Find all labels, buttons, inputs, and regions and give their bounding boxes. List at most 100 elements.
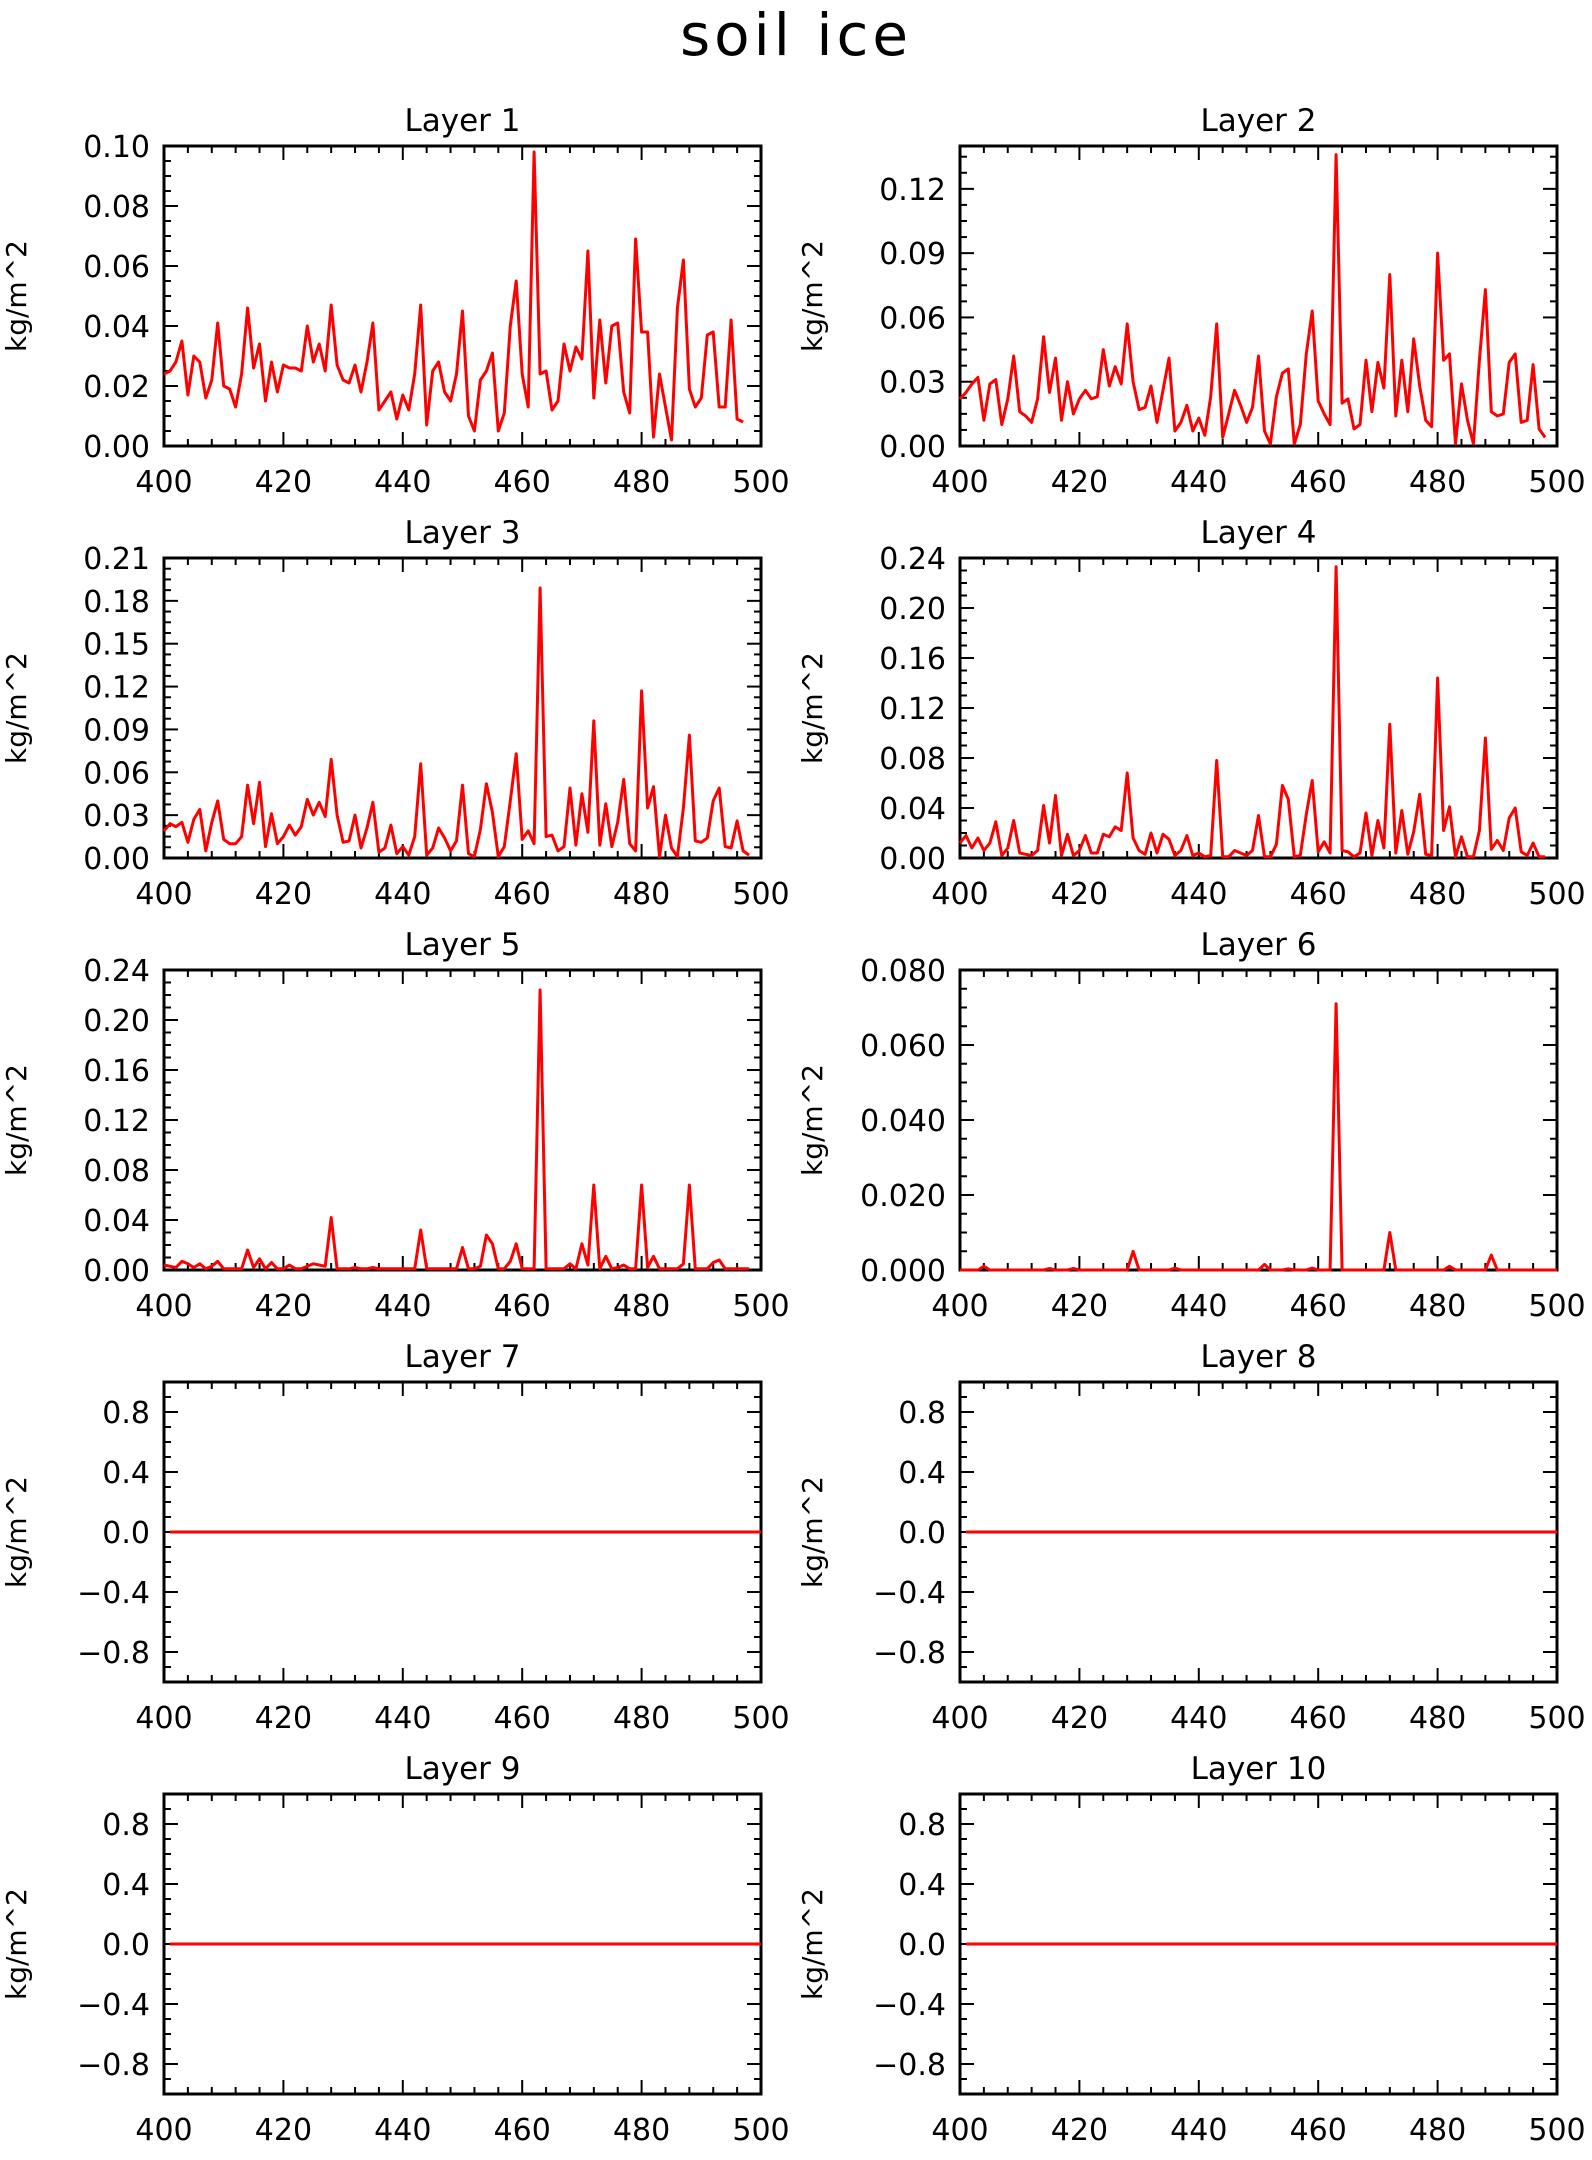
x-tick-label: 400 bbox=[931, 465, 988, 500]
plot-frame bbox=[162, 556, 763, 860]
y-tick-label: 0.08 bbox=[83, 190, 150, 225]
x-tick-label: 460 bbox=[494, 877, 551, 912]
series-line bbox=[958, 565, 1546, 859]
x-tick-label: 420 bbox=[255, 1701, 312, 1736]
y-tick-label: 0.8 bbox=[898, 1396, 946, 1431]
series-line bbox=[958, 153, 1547, 446]
y-tick-label: 0.00 bbox=[879, 842, 946, 877]
x-tick-label: 400 bbox=[135, 465, 192, 500]
y-tick-label: 0.12 bbox=[879, 692, 946, 727]
y-tick-label: −0.4 bbox=[873, 1576, 946, 1611]
panel-title: Layer 9 bbox=[404, 1751, 520, 1787]
y-tick-label: 0.000 bbox=[860, 1254, 946, 1289]
x-tick-label: 480 bbox=[1409, 2113, 1466, 2148]
y-tick-label: 0.04 bbox=[83, 1204, 150, 1239]
x-tick-label: 420 bbox=[1051, 2113, 1108, 2148]
y-tick-label: 0.080 bbox=[860, 954, 946, 989]
y-tick-label: 0.4 bbox=[898, 1456, 946, 1491]
x-tick-label: 500 bbox=[1528, 877, 1585, 912]
y-tick-label: −0.4 bbox=[77, 1988, 150, 2023]
x-tick-label: 460 bbox=[494, 2113, 551, 2148]
y-axis-label: kg/m^2 bbox=[796, 1064, 829, 1176]
x-tick-label: 460 bbox=[1290, 1701, 1347, 1736]
x-tick-label: 440 bbox=[374, 877, 431, 912]
y-tick-label: 0.00 bbox=[83, 842, 150, 877]
y-axis-label: kg/m^2 bbox=[796, 1888, 829, 2000]
x-tick-label: 420 bbox=[1051, 1289, 1108, 1324]
plot-frame bbox=[958, 144, 1559, 448]
x-tick-label: 420 bbox=[1051, 877, 1108, 912]
panel-layer-6: Layer 6 kg/m^2 400 420 440 460 480 500 0.000 0.02… bbox=[796, 927, 1586, 1324]
y-tick-label: 0.06 bbox=[83, 250, 150, 285]
x-tick-label: 480 bbox=[613, 877, 670, 912]
x-tick-label: 460 bbox=[494, 1701, 551, 1736]
x-tick-label: 440 bbox=[1170, 2113, 1227, 2148]
panel-title: Layer 10 bbox=[1191, 1751, 1327, 1787]
y-axis-label: kg/m^2 bbox=[0, 1476, 33, 1588]
series-line bbox=[163, 988, 750, 1271]
x-tick-label: 480 bbox=[1409, 1701, 1466, 1736]
y-tick-label: 0.20 bbox=[879, 592, 946, 627]
y-tick-label: 0.03 bbox=[83, 799, 150, 834]
x-tick-label: 480 bbox=[1409, 1289, 1466, 1324]
y-tick-label: 0.12 bbox=[879, 173, 946, 208]
panel-layer-7: Layer 7 kg/m^2 400 420 440 460 480 500 −0.8 −0.4 0… bbox=[0, 1339, 790, 1736]
y-tick-label: 0.040 bbox=[860, 1104, 946, 1139]
x-tick-label: 500 bbox=[1528, 1701, 1585, 1736]
y-tick-label: 0.24 bbox=[879, 542, 946, 577]
y-axis-label: kg/m^2 bbox=[0, 1888, 33, 2000]
x-tick-label: 440 bbox=[374, 1289, 431, 1324]
x-tick-label: 500 bbox=[1528, 465, 1585, 500]
panel-layer-1: Layer 1 kg/m^2 400 420 440 460 480 500 0.00 0.02 0… bbox=[0, 103, 790, 500]
x-tick-label: 500 bbox=[1528, 1289, 1585, 1324]
y-tick-label: 0.09 bbox=[83, 713, 150, 748]
y-tick-label: 0.21 bbox=[83, 542, 150, 577]
panel-layer-3: Layer 3 kg/m^2 400 420 440 460 480 500 0.00 0.03 0… bbox=[0, 515, 790, 912]
panel-title: Layer 4 bbox=[1200, 515, 1316, 551]
y-tick-label: 0.09 bbox=[879, 237, 946, 272]
panel-layer-10: Layer 10 kg/m^2 400 420 440 460 480 500 −0.8 −0.4… bbox=[796, 1751, 1586, 2148]
y-axis-label: kg/m^2 bbox=[796, 1476, 829, 1588]
y-tick-label: 0.8 bbox=[898, 1808, 946, 1843]
y-tick-label: 0.16 bbox=[879, 642, 946, 677]
y-axis-label: kg/m^2 bbox=[796, 652, 829, 764]
y-tick-label: 0.10 bbox=[83, 130, 150, 165]
y-axis-label: kg/m^2 bbox=[796, 240, 829, 352]
x-tick-label: 420 bbox=[255, 877, 312, 912]
y-tick-label: 0.060 bbox=[860, 1029, 946, 1064]
y-tick-label: 0.15 bbox=[83, 628, 150, 663]
y-tick-label: 0.18 bbox=[83, 585, 150, 620]
y-tick-label: 0.04 bbox=[879, 792, 946, 827]
x-tick-label: 440 bbox=[374, 2113, 431, 2148]
y-tick-label: 0.04 bbox=[83, 310, 150, 345]
y-axis-label: kg/m^2 bbox=[0, 1064, 33, 1176]
series-line bbox=[960, 1002, 1557, 1272]
y-tick-label: 0.0 bbox=[102, 1928, 150, 1963]
y-tick-label: 0.8 bbox=[102, 1396, 150, 1431]
y-tick-label: 0.00 bbox=[83, 1254, 150, 1289]
x-tick-label: 460 bbox=[1290, 465, 1347, 500]
figure-title: soil ice bbox=[680, 1, 912, 69]
x-tick-label: 480 bbox=[613, 1701, 670, 1736]
series-line bbox=[162, 586, 750, 859]
x-tick-label: 480 bbox=[613, 465, 670, 500]
y-tick-label: 0.08 bbox=[879, 742, 946, 777]
y-tick-label: 0.4 bbox=[102, 1868, 150, 1903]
x-tick-label: 500 bbox=[732, 877, 789, 912]
y-tick-label: 0.4 bbox=[102, 1456, 150, 1491]
x-tick-label: 400 bbox=[135, 2113, 192, 2148]
y-axis-label: kg/m^2 bbox=[0, 240, 33, 352]
x-tick-label: 460 bbox=[1290, 877, 1347, 912]
x-tick-label: 480 bbox=[613, 2113, 670, 2148]
x-tick-label: 480 bbox=[1409, 877, 1466, 912]
x-tick-label: 400 bbox=[931, 1701, 988, 1736]
x-tick-label: 480 bbox=[1409, 465, 1466, 500]
y-tick-label: 0.00 bbox=[83, 430, 150, 465]
y-tick-label: 0.02 bbox=[83, 370, 150, 405]
x-tick-label: 500 bbox=[732, 1289, 789, 1324]
x-tick-label: 480 bbox=[613, 1289, 670, 1324]
x-tick-label: 420 bbox=[255, 1289, 312, 1324]
x-tick-label: 420 bbox=[1051, 465, 1108, 500]
